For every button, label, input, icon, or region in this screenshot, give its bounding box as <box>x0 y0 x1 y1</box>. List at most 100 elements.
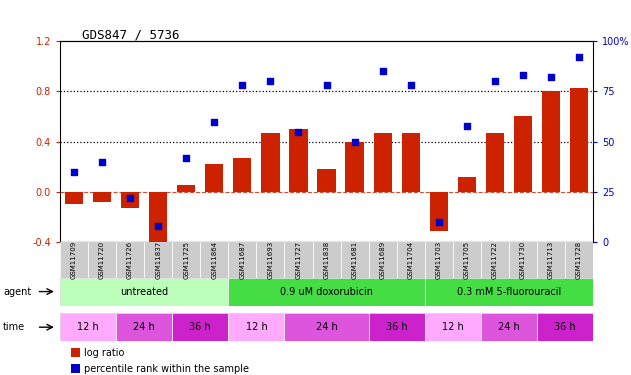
Bar <box>514 117 532 192</box>
Bar <box>570 88 588 192</box>
Bar <box>317 169 336 192</box>
Bar <box>346 142 363 192</box>
Text: GSM11727: GSM11727 <box>295 241 302 279</box>
Text: 36 h: 36 h <box>386 322 408 332</box>
Bar <box>88 242 116 278</box>
Point <box>406 82 416 88</box>
Bar <box>430 192 448 231</box>
Text: GSM11728: GSM11728 <box>576 241 582 279</box>
Bar <box>509 242 537 278</box>
Point <box>321 82 332 88</box>
Bar <box>369 313 425 341</box>
Text: 12 h: 12 h <box>442 322 464 332</box>
Bar <box>149 192 167 249</box>
Bar <box>457 177 476 192</box>
Point <box>237 82 247 88</box>
Bar <box>290 129 307 192</box>
Text: 0.9 uM doxorubicin: 0.9 uM doxorubicin <box>280 286 373 297</box>
Bar <box>537 242 565 278</box>
Text: 12 h: 12 h <box>245 322 268 332</box>
Text: GSM11725: GSM11725 <box>183 241 189 279</box>
Text: GSM11703: GSM11703 <box>436 241 442 279</box>
Bar <box>228 278 425 306</box>
Bar <box>93 192 111 202</box>
Point <box>97 159 107 165</box>
Text: 24 h: 24 h <box>133 322 155 332</box>
Bar <box>453 242 481 278</box>
Text: 36 h: 36 h <box>189 322 211 332</box>
Text: GSM11689: GSM11689 <box>380 241 386 279</box>
Bar <box>71 364 80 374</box>
Text: GSM11726: GSM11726 <box>127 241 133 279</box>
Bar <box>481 242 509 278</box>
Point <box>181 154 191 160</box>
Bar <box>565 242 593 278</box>
Bar <box>425 278 593 306</box>
Bar <box>285 313 369 341</box>
Bar <box>60 242 88 278</box>
Point <box>546 74 556 80</box>
Point <box>462 123 472 129</box>
Text: untreated: untreated <box>120 286 168 297</box>
Bar <box>256 242 285 278</box>
Text: GSM11693: GSM11693 <box>268 241 273 279</box>
Bar <box>144 242 172 278</box>
Bar <box>285 242 312 278</box>
Text: GSM11837: GSM11837 <box>155 241 161 279</box>
Text: log ratio: log ratio <box>84 348 124 358</box>
Bar <box>397 242 425 278</box>
Bar <box>200 242 228 278</box>
Text: GSM11864: GSM11864 <box>211 241 217 279</box>
Point <box>490 78 500 84</box>
Bar <box>121 192 139 208</box>
Point <box>350 139 360 145</box>
Point <box>209 118 220 124</box>
Text: 0.3 mM 5-fluorouracil: 0.3 mM 5-fluorouracil <box>457 286 561 297</box>
Bar <box>425 313 481 341</box>
Point <box>153 223 163 229</box>
Bar <box>312 242 341 278</box>
Point <box>293 129 304 135</box>
Point <box>433 219 444 225</box>
Point <box>266 78 276 84</box>
Bar <box>369 242 397 278</box>
Point <box>125 195 135 201</box>
Text: GSM11838: GSM11838 <box>324 241 329 279</box>
Text: GSM11722: GSM11722 <box>492 241 498 279</box>
Point <box>69 169 79 175</box>
Text: GSM11705: GSM11705 <box>464 241 470 279</box>
Bar <box>542 92 560 192</box>
Text: GSM11704: GSM11704 <box>408 241 414 279</box>
Text: 36 h: 36 h <box>554 322 576 332</box>
Point <box>377 68 387 74</box>
Point <box>518 72 528 78</box>
Bar <box>233 158 252 192</box>
Bar <box>71 348 80 357</box>
Bar <box>228 313 285 341</box>
Bar <box>60 313 116 341</box>
Text: agent: agent <box>3 286 32 297</box>
Bar <box>486 133 504 192</box>
Text: GDS847 / 5736: GDS847 / 5736 <box>82 28 180 41</box>
Bar <box>116 242 144 278</box>
Bar <box>341 242 369 278</box>
Bar <box>374 133 392 192</box>
Text: GSM11720: GSM11720 <box>99 241 105 279</box>
Text: 24 h: 24 h <box>316 322 338 332</box>
Text: GSM11713: GSM11713 <box>548 241 554 279</box>
Bar <box>537 313 593 341</box>
Bar <box>65 192 83 204</box>
Text: GSM11730: GSM11730 <box>520 241 526 279</box>
Bar <box>481 313 537 341</box>
Text: 24 h: 24 h <box>498 322 520 332</box>
Bar <box>261 133 280 192</box>
Bar <box>401 133 420 192</box>
Bar <box>205 164 223 192</box>
Text: time: time <box>3 322 25 332</box>
Point <box>574 54 584 60</box>
Text: GSM11709: GSM11709 <box>71 241 77 279</box>
Bar <box>172 242 200 278</box>
Bar <box>116 313 172 341</box>
Text: percentile rank within the sample: percentile rank within the sample <box>84 364 249 374</box>
Bar <box>172 313 228 341</box>
